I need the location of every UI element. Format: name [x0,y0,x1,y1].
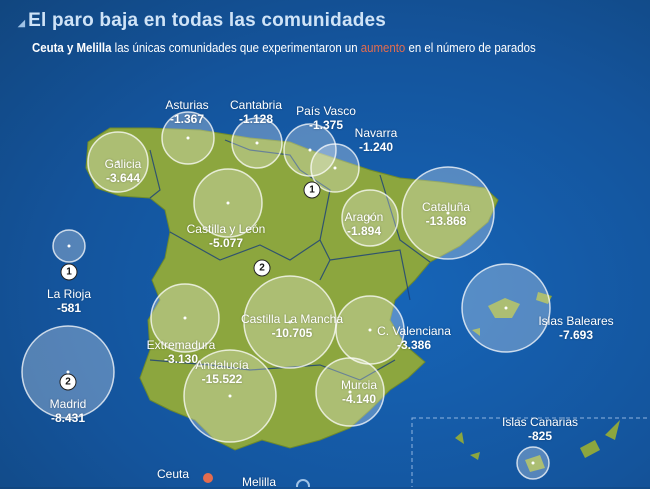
canarias-inset-frame [411,417,650,487]
region-value: -8.431 [50,411,86,425]
label-la-rioja: La Rioja -581 [47,287,91,315]
region-value: -5.077 [208,236,244,250]
number-badge: 2 [59,373,77,391]
region-name: Cataluña [421,200,471,214]
ceuta-increase-dot [203,473,213,483]
label-galicia: Galicia -3.644 [105,157,142,185]
region-name: Melilla [241,475,277,489]
region-name: País Vasco [296,104,356,118]
melilla-dot [296,479,310,487]
region-name: Castilla y León [186,222,266,236]
center-dot [308,148,312,152]
region-name: Islas Baleares [538,314,614,328]
region-name: Andalucía [195,358,249,372]
label-pais-vasco: País Vasco -1.375 [296,104,356,132]
center-dot [226,201,230,205]
label-melilla: Melilla [242,475,276,489]
region-name: Islas Canarias [501,415,579,429]
region-name: Murcia [340,378,378,392]
region-value: -1.128 [238,112,274,126]
center-dot [504,306,508,310]
region-value: -3.644 [105,171,141,185]
region-value: -3.130 [163,352,199,366]
region-value: -15.522 [201,372,243,386]
label-islas-baleares: Islas Baleares -7.693 [538,314,613,342]
canary-islands [455,420,620,472]
region-value: -581 [56,301,82,315]
center-dot [446,211,450,215]
region-value: -10.705 [271,326,313,340]
spain-mainland [85,127,499,451]
value-circles [21,111,551,480]
region-name: Aragón [344,210,384,224]
region-value: -13.868 [425,214,467,228]
center-dot [186,136,190,140]
region-name: Galicia [104,157,142,171]
label-ceuta: Ceuta [157,467,189,481]
region-value: -4.140 [341,392,377,406]
balearic-islands [472,292,552,336]
center-dot [348,390,352,394]
label-c-valenciana: C. Valenciana -3.386 [377,324,451,352]
center-dot [228,394,232,398]
label-madrid: Madrid -8.431 [50,397,87,425]
subtitle: Ceuta y Melilla las únicas comunidades q… [32,40,536,55]
region-value: -3.386 [396,338,432,352]
region-name: Extremadura [146,338,216,352]
label-islas-canarias: Islas Canarias -825 [502,415,578,443]
label-aragon: Aragón -1.894 [345,210,384,238]
region-value: -7.693 [558,328,594,342]
center-dot [531,461,535,465]
center-dot [116,160,120,164]
region-name: Castilla La Mancha [240,312,344,326]
region-value: -1.367 [169,112,205,126]
label-extremadura: Extremadura -3.130 [147,338,216,366]
region-name: Madrid [49,397,87,411]
label-castilla-y-leon: Castilla y León -5.077 [187,222,266,250]
number-badge: 1 [60,263,78,281]
number-badge: 2 [253,259,271,277]
label-castilla-la-mancha: Castilla La Mancha -10.705 [241,312,343,340]
label-cantabria: Cantabria -1.128 [230,98,282,126]
label-asturias: Asturias -1.367 [165,98,208,126]
triangle-icon: ◢ [18,18,26,28]
center-dot [66,370,70,374]
region-value: -1.375 [308,118,344,132]
region-value: -825 [527,429,553,443]
label-navarra: Navarra -1.240 [355,126,398,154]
center-dot [368,216,372,220]
center-dot [67,244,71,248]
center-dot [288,320,292,324]
region-name: Cantabria [229,98,283,112]
center-dot [368,328,372,332]
label-andalucia: Andalucía -15.522 [195,358,248,386]
region-name: Asturias [165,98,209,112]
region-name: La Rioja [46,287,92,301]
page-title: ◢ El paro baja en todas las comunidades [18,10,387,31]
center-dot [255,141,259,145]
center-dot [333,166,337,170]
number-badge: 1 [303,181,321,199]
region-name: Ceuta [156,467,190,481]
center-dot [183,316,187,320]
region-name: C. Valenciana [377,324,451,338]
label-cataluna: Cataluña -13.868 [422,200,470,228]
region-value: -1.240 [358,140,394,154]
label-murcia: Murcia -4.140 [341,378,377,406]
region-value: -1.894 [346,224,382,238]
region-name: Navarra [354,126,398,140]
